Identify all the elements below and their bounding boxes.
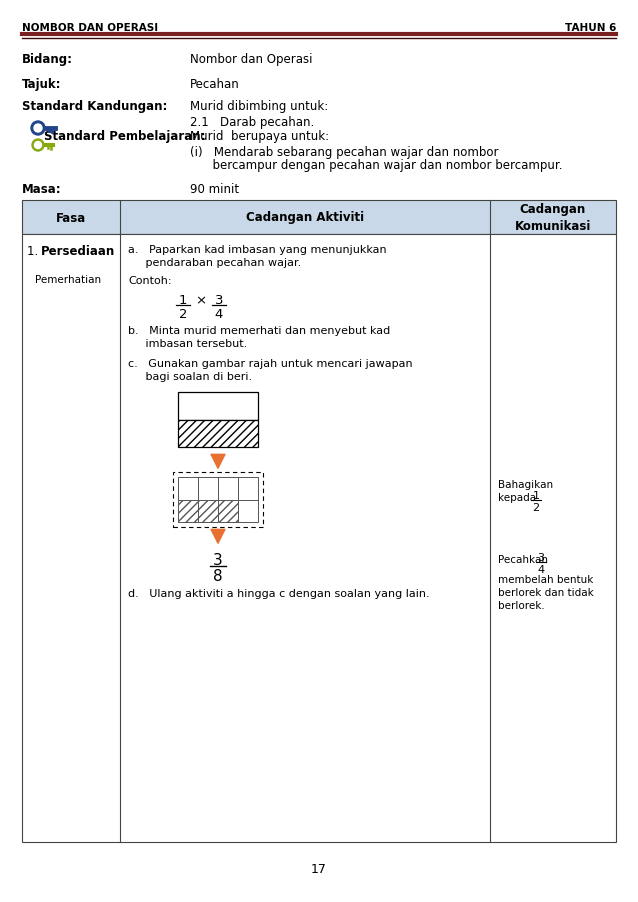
Text: 1.: 1. — [27, 244, 46, 258]
Circle shape — [32, 140, 44, 152]
Text: berlorek.: berlorek. — [498, 601, 545, 611]
Text: Cadangan
Komunikasi: Cadangan Komunikasi — [515, 203, 591, 233]
Bar — [178, 500, 198, 522]
Text: a.   Paparkan kad imbasan yang menunjukkan: a. Paparkan kad imbasan yang menunjukkan — [128, 244, 387, 254]
Bar — [238, 477, 258, 500]
Bar — [22, 235, 616, 842]
Text: Masa:: Masa: — [22, 183, 62, 196]
Text: 1: 1 — [179, 294, 187, 307]
Bar — [178, 477, 198, 500]
Text: d.   Ulang aktiviti a hingga c dengan soalan yang lain.: d. Ulang aktiviti a hingga c dengan soal… — [128, 588, 429, 598]
Bar — [218, 477, 238, 500]
Text: Pemerhatian: Pemerhatian — [35, 275, 101, 285]
Bar — [178, 420, 258, 447]
Text: Bidang:: Bidang: — [22, 53, 73, 66]
Bar — [218, 500, 238, 522]
Text: kepada: kepada — [498, 492, 539, 502]
Text: bercampur dengan pecahan wajar dan nombor bercampur.: bercampur dengan pecahan wajar dan nombo… — [190, 159, 563, 171]
Text: Nombor dan Operasi: Nombor dan Operasi — [190, 53, 313, 66]
Text: Fasa: Fasa — [56, 211, 86, 225]
Text: imbasan tersebut.: imbasan tersebut. — [128, 338, 248, 348]
Text: 2: 2 — [179, 308, 187, 320]
Text: ×: × — [195, 294, 207, 308]
Text: 17: 17 — [311, 862, 327, 875]
Text: bagi soalan di beri.: bagi soalan di beri. — [128, 372, 252, 382]
Text: 1: 1 — [533, 491, 540, 501]
Text: Standard Kandungan:: Standard Kandungan: — [22, 100, 167, 113]
Text: Murid  berupaya untuk:: Murid berupaya untuk: — [190, 130, 329, 143]
Text: 8: 8 — [213, 568, 223, 584]
Text: Contoh:: Contoh: — [128, 276, 172, 286]
Text: 4: 4 — [537, 565, 545, 575]
Text: 3: 3 — [215, 294, 223, 307]
Bar — [238, 500, 258, 522]
Bar — [178, 392, 258, 420]
Circle shape — [31, 122, 45, 136]
Text: 90 minit: 90 minit — [190, 183, 239, 196]
Text: Murid dibimbing untuk:: Murid dibimbing untuk: — [190, 100, 328, 113]
Text: Bahagikan: Bahagikan — [498, 480, 553, 490]
Text: Standard Pembelajaran:: Standard Pembelajaran: — [44, 130, 205, 143]
Text: pendaraban pecahan wajar.: pendaraban pecahan wajar. — [128, 258, 301, 268]
Text: 3: 3 — [537, 552, 544, 562]
Text: berlorek dan tidak: berlorek dan tidak — [498, 587, 594, 597]
Text: Persediaan: Persediaan — [41, 244, 115, 258]
Circle shape — [34, 143, 41, 150]
Bar — [173, 473, 263, 528]
Text: 3: 3 — [213, 552, 223, 567]
Circle shape — [34, 124, 42, 133]
Bar — [198, 500, 218, 522]
Text: 4: 4 — [215, 308, 223, 320]
Bar — [22, 201, 616, 235]
Text: NOMBOR DAN OPERASI: NOMBOR DAN OPERASI — [22, 23, 158, 33]
Text: Cadangan Aktiviti: Cadangan Aktiviti — [246, 211, 364, 225]
Text: TAHUN 6: TAHUN 6 — [565, 23, 616, 33]
Text: 2: 2 — [533, 502, 540, 512]
Text: Tajuk:: Tajuk: — [22, 78, 61, 91]
Text: Pecahan: Pecahan — [190, 78, 240, 91]
Text: membelah bentuk: membelah bentuk — [498, 575, 593, 584]
Text: Pecahkan: Pecahkan — [498, 555, 551, 565]
Text: 2.1   Darab pecahan.: 2.1 Darab pecahan. — [190, 115, 315, 129]
Bar — [198, 477, 218, 500]
Text: b.   Minta murid memerhati dan menyebut kad: b. Minta murid memerhati dan menyebut ka… — [128, 326, 390, 336]
Text: (i)   Mendarab sebarang pecahan wajar dan nombor: (i) Mendarab sebarang pecahan wajar dan … — [190, 146, 498, 159]
Text: c.   Gunakan gambar rajah untuk mencari jawapan: c. Gunakan gambar rajah untuk mencari ja… — [128, 359, 413, 369]
